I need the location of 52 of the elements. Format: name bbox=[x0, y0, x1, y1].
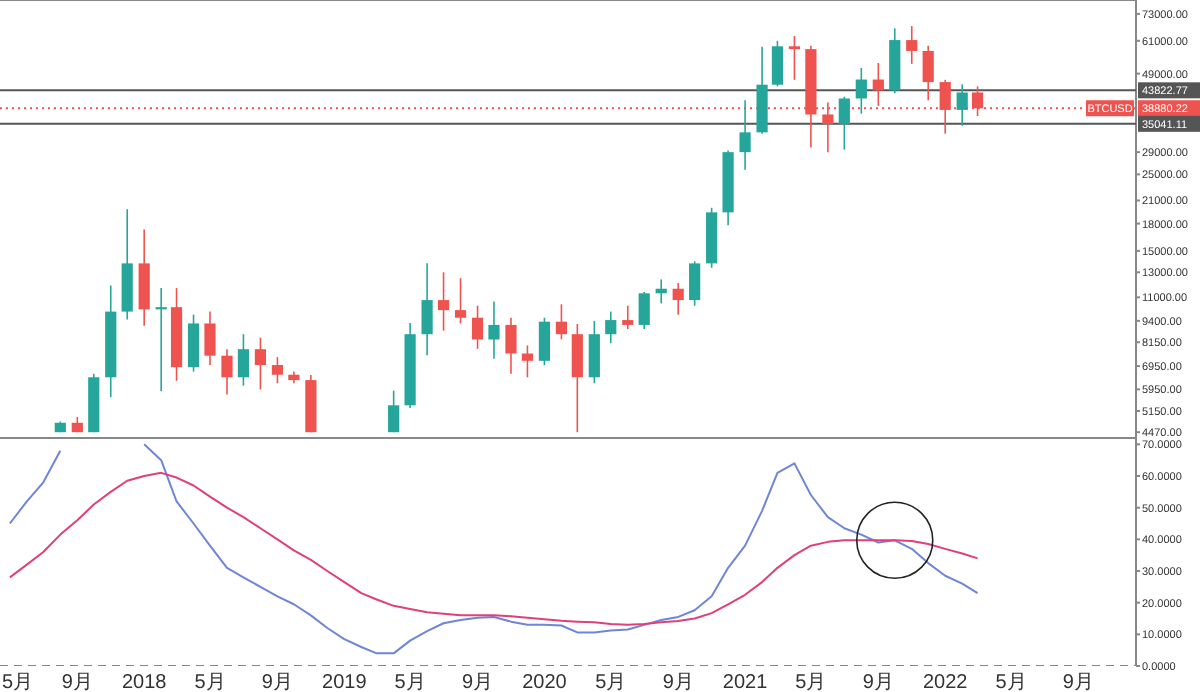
candlestick bbox=[237, 333, 250, 387]
x-tick-label: 2022 bbox=[922, 672, 969, 692]
candlestick bbox=[838, 95, 850, 151]
candlestick bbox=[771, 40, 784, 88]
candlestick bbox=[388, 389, 400, 433]
x-tick-label: 9月 bbox=[261, 672, 293, 692]
candlestick bbox=[505, 316, 517, 375]
candlestick bbox=[588, 320, 600, 384]
candlestick bbox=[689, 260, 701, 307]
x-tick-label: 9月 bbox=[461, 672, 494, 692]
candlestick bbox=[622, 304, 634, 330]
candlestick bbox=[638, 291, 650, 330]
x-tick-label: 5月 bbox=[995, 672, 1027, 692]
candlestick bbox=[555, 303, 568, 341]
candlestick bbox=[187, 313, 200, 373]
candlestick bbox=[204, 310, 216, 366]
candlestick bbox=[488, 300, 500, 360]
candlestick bbox=[672, 282, 684, 316]
candlestick bbox=[221, 348, 233, 396]
candlestick bbox=[437, 271, 450, 332]
x-tick-label: 9月 bbox=[1062, 672, 1094, 692]
candlestick bbox=[538, 316, 551, 367]
candlestick bbox=[571, 323, 583, 433]
candlestick bbox=[254, 336, 267, 391]
candlestick bbox=[471, 304, 484, 350]
candlestick bbox=[872, 62, 884, 107]
candlestick bbox=[788, 35, 801, 81]
x-tick-label: 2021 bbox=[722, 672, 769, 692]
line-series bbox=[8, 471, 979, 626]
candlestick bbox=[756, 46, 768, 135]
candlestick bbox=[855, 67, 867, 115]
x-tick-label: 5月 bbox=[394, 672, 426, 692]
x-tick-label: 9月 bbox=[862, 672, 894, 692]
x-tick-label: 9月 bbox=[61, 672, 93, 692]
x-tick-label: 2018 bbox=[121, 672, 168, 692]
x-tick-label: 9月 bbox=[662, 672, 694, 692]
x-tick-label: 5月 bbox=[795, 672, 827, 692]
candlestick bbox=[739, 99, 751, 171]
x-tick-label: 5月 bbox=[595, 672, 627, 692]
x-tick-label: 2020 bbox=[522, 672, 568, 692]
candlestick bbox=[906, 25, 918, 65]
candlestick bbox=[271, 356, 284, 384]
x-tick-label: 5月 bbox=[2, 672, 34, 692]
candlestick bbox=[421, 262, 433, 357]
candlestick bbox=[922, 44, 934, 102]
candlestick bbox=[605, 310, 617, 344]
candlestick bbox=[521, 344, 534, 379]
candlestick bbox=[956, 83, 968, 127]
candlestick bbox=[138, 228, 150, 327]
x-tick-label: 2019 bbox=[322, 672, 368, 692]
candlestick bbox=[454, 277, 467, 325]
x-tick-label: 5月 bbox=[194, 672, 226, 692]
